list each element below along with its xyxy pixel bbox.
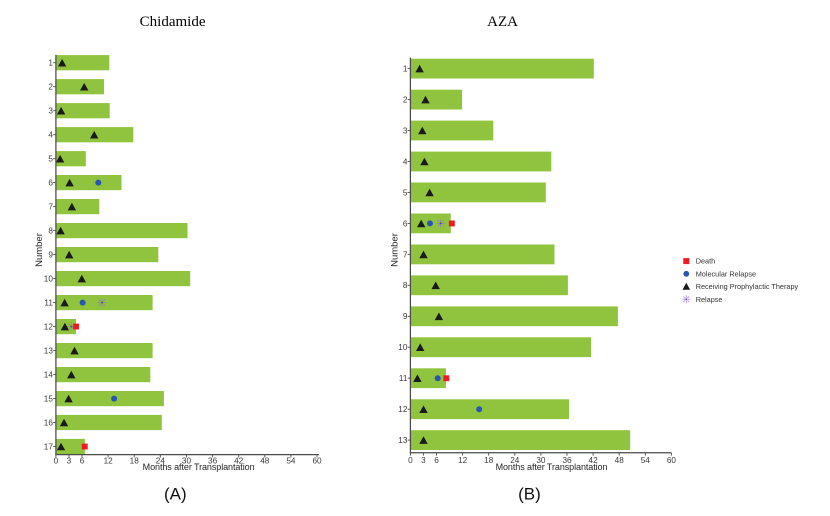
svg-text:Relapse: Relapse xyxy=(696,295,723,304)
svg-text:6: 6 xyxy=(80,457,85,466)
svg-text:24: 24 xyxy=(156,457,166,466)
svg-text:17: 17 xyxy=(44,442,54,451)
svg-text:2: 2 xyxy=(403,95,408,104)
svg-text:36: 36 xyxy=(208,457,218,466)
svg-text:18: 18 xyxy=(484,456,494,465)
svg-text:16: 16 xyxy=(44,418,54,427)
svg-text:Months after Transplantation: Months after Transplantation xyxy=(143,462,255,472)
svg-text:3: 3 xyxy=(403,126,408,135)
svg-text:36: 36 xyxy=(562,456,572,465)
svg-text:2: 2 xyxy=(48,83,53,92)
svg-text:Chidamide: Chidamide xyxy=(140,14,206,30)
svg-text:15: 15 xyxy=(44,394,54,403)
svg-text:42: 42 xyxy=(234,457,244,466)
svg-text:11: 11 xyxy=(44,299,53,308)
svg-text:54: 54 xyxy=(286,457,296,466)
svg-text:30: 30 xyxy=(536,456,546,465)
svg-text:7: 7 xyxy=(403,250,408,259)
svg-text:Months after Transplantation: Months after Transplantation xyxy=(496,462,608,472)
svg-text:1: 1 xyxy=(403,65,408,74)
svg-text:1: 1 xyxy=(48,59,53,68)
svg-text:3: 3 xyxy=(421,456,426,465)
svg-text:48: 48 xyxy=(615,456,625,465)
svg-text:24: 24 xyxy=(510,456,520,465)
svg-text:Number: Number xyxy=(389,233,400,267)
svg-text:4: 4 xyxy=(403,157,408,166)
svg-text:5: 5 xyxy=(403,188,408,197)
svg-text:5: 5 xyxy=(48,155,53,164)
svg-text:12: 12 xyxy=(44,322,54,331)
svg-text:11: 11 xyxy=(399,374,408,383)
svg-text:30: 30 xyxy=(182,457,192,466)
svg-text:60: 60 xyxy=(312,457,322,466)
svg-text:12: 12 xyxy=(398,405,408,414)
svg-text:Molecular Relapse: Molecular Relapse xyxy=(696,269,756,278)
svg-text:AZA: AZA xyxy=(487,14,518,30)
svg-text:(B): (B) xyxy=(518,485,541,504)
svg-text:Receiving Prophylactic Therapy: Receiving Prophylactic Therapy xyxy=(696,282,799,291)
svg-text:0: 0 xyxy=(408,456,413,465)
svg-text:Number: Number xyxy=(34,233,45,267)
svg-text:Death: Death xyxy=(696,257,715,266)
svg-text:4: 4 xyxy=(48,131,53,140)
svg-text:3: 3 xyxy=(48,107,53,116)
svg-text:7: 7 xyxy=(48,203,53,212)
svg-text:13: 13 xyxy=(398,436,408,445)
svg-text:18: 18 xyxy=(130,457,140,466)
svg-text:6: 6 xyxy=(48,179,53,188)
svg-text:0: 0 xyxy=(54,457,59,466)
svg-text:6: 6 xyxy=(403,219,408,228)
svg-text:10: 10 xyxy=(44,275,54,284)
svg-text:6: 6 xyxy=(434,456,439,465)
svg-text:12: 12 xyxy=(104,457,114,466)
svg-text:(A): (A) xyxy=(164,485,187,504)
svg-text:3: 3 xyxy=(67,457,72,466)
svg-text:14: 14 xyxy=(44,370,54,379)
svg-text:60: 60 xyxy=(667,456,677,465)
svg-text:8: 8 xyxy=(48,227,53,236)
svg-text:10: 10 xyxy=(398,343,408,352)
svg-text:48: 48 xyxy=(260,457,270,466)
svg-text:42: 42 xyxy=(589,456,599,465)
svg-text:54: 54 xyxy=(641,456,651,465)
svg-text:12: 12 xyxy=(458,456,468,465)
svg-text:13: 13 xyxy=(44,346,54,355)
svg-text:8: 8 xyxy=(403,281,408,290)
svg-text:9: 9 xyxy=(48,251,53,260)
svg-text:9: 9 xyxy=(403,312,408,321)
